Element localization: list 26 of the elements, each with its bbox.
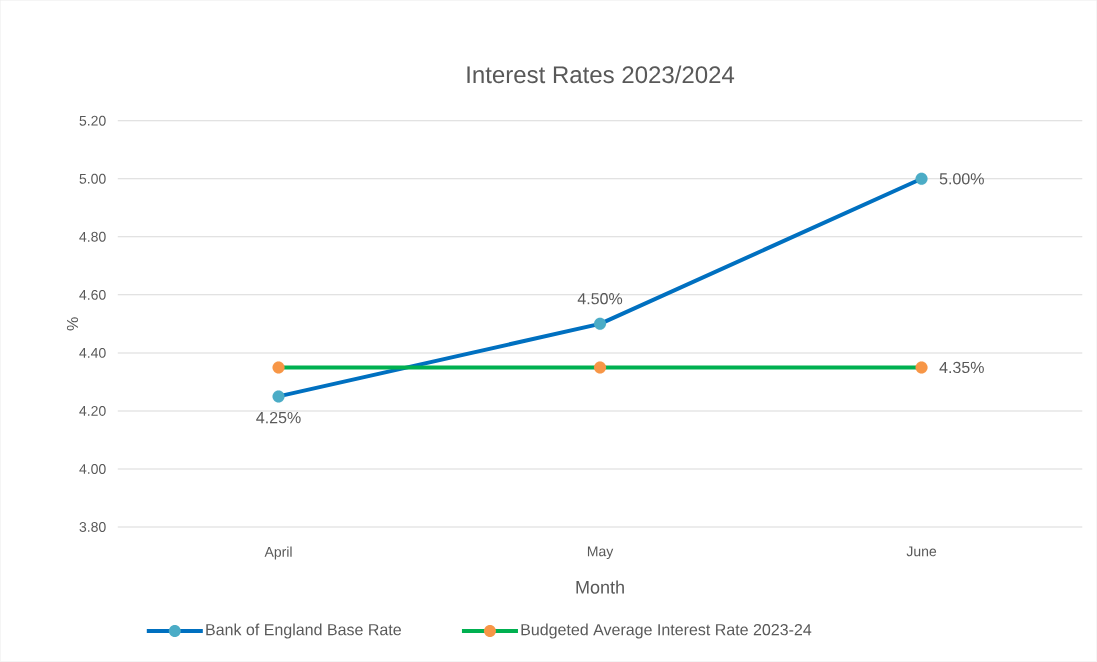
- point: [593, 317, 607, 331]
- data-label: 4.35%: [939, 361, 984, 374]
- y-tick-label: 4.40: [79, 348, 106, 358]
- legend-label: Budgeted Average Interest Rate 2023-24: [521, 623, 812, 639]
- point: [915, 172, 928, 185]
- y-tick-label: 4.60: [79, 290, 106, 300]
- y-tick-label: 4.80: [79, 231, 106, 242]
- chart-title: Interest Rates 2023/2024: [467, 65, 735, 84]
- data-label: 5.00%: [939, 173, 984, 185]
- y-axis-title: %: [66, 317, 79, 331]
- point: [272, 390, 285, 403]
- x-tick-label: June: [906, 546, 937, 557]
- x-tick-label: April: [264, 546, 292, 560]
- x-tick-label: May: [587, 546, 614, 560]
- data-label: 4.50%: [577, 293, 623, 305]
- point: [593, 361, 607, 374]
- y-tick-label: 5.00: [79, 173, 106, 184]
- point: [915, 361, 928, 374]
- y-tick-label: 3.80: [79, 522, 106, 533]
- y-tick-label: 5.20: [79, 115, 106, 126]
- data-label: 4.25%: [256, 412, 301, 424]
- legend-label: Bank of England Base Rate: [206, 623, 401, 639]
- point: [272, 361, 285, 374]
- y-tick-label: 4.20: [79, 406, 106, 416]
- x-axis-title: Month: [576, 580, 624, 594]
- y-tick-label: 4.00: [79, 464, 106, 475]
